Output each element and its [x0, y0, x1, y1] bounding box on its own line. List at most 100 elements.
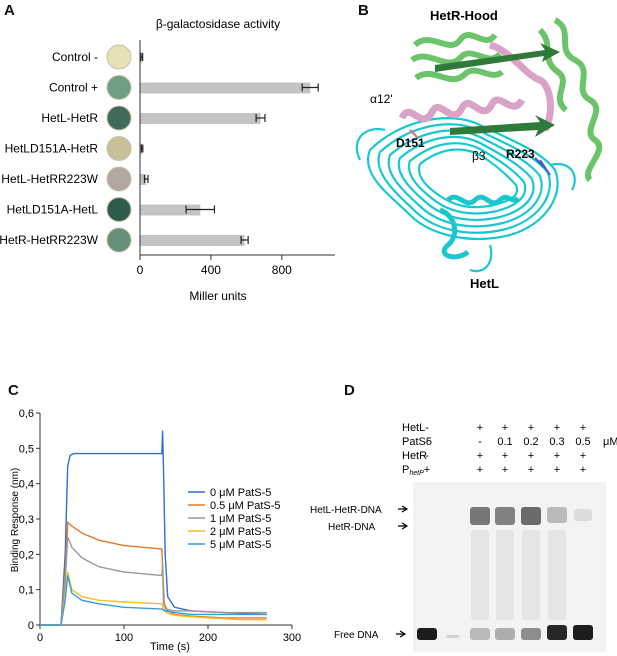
gel-shift-panel: HetL PatS5 HetR PhetP - - - + + - + + +0.1 + + +0.2… [310, 422, 617, 652]
lane-value: + [424, 464, 430, 476]
lane-value: + [477, 464, 483, 476]
row-label-pats5: PatS5 [402, 436, 432, 448]
panel-d-label: D [344, 382, 355, 399]
lane-value: + [580, 464, 586, 476]
gel-band [495, 628, 515, 640]
beta-sheet-strand [435, 43, 560, 72]
x-tick-label: 400 [201, 263, 221, 277]
series-line [40, 430, 267, 626]
colony-image [106, 75, 132, 100]
lane-value: + [580, 422, 586, 434]
legend-label: 0.5 μM PatS-5 [210, 500, 281, 512]
lane-value: - [425, 436, 429, 448]
chart-a-title: β-galactosidase activity [156, 17, 280, 31]
hetl-beta-helix [355, 117, 576, 273]
category-label: HetLD151A-HetL [7, 203, 99, 217]
row-label-phetp-main: P [402, 464, 409, 476]
lane-value: + [528, 464, 534, 476]
lane-value: + [477, 422, 483, 434]
y-tick-label: 0,1 [19, 585, 34, 597]
chart-c-ylabel: Binding Response (nm) [10, 468, 21, 573]
gel-band [547, 507, 567, 523]
category-label: HetL-HetR [41, 111, 98, 125]
bar [140, 235, 245, 246]
label-d151: D151 [396, 136, 425, 150]
protein-structure-image: HetR-Hood HetL α12' β3 D151 R223 [355, 8, 603, 291]
bar [140, 113, 261, 124]
y-tick-label: 0 [28, 620, 34, 632]
band-label-free-dna: Free DNA [334, 630, 379, 641]
y-tick-label: 0,2 [19, 549, 34, 561]
category-label: HetL-HetRR223W [1, 172, 98, 186]
lane-value: - [425, 422, 429, 434]
gel-band [446, 635, 460, 638]
colony-image [106, 136, 132, 161]
gel-band [495, 507, 515, 525]
beta3-strand [450, 115, 555, 137]
panel-a: A β-galactosidase activity Control - Cont… [0, 0, 340, 320]
colony-image [106, 166, 132, 192]
gel-band [573, 625, 593, 640]
label-hetr-hood: HetR-Hood [430, 8, 498, 23]
colony-image [106, 44, 132, 70]
panel-c: C 0 0,1 0,2 0,3 0,4 0,5 0,6 0 100 200 300 0 μM Pat… [0, 370, 310, 656]
row-label-phetp: PhetP [402, 464, 424, 477]
bar [140, 82, 311, 94]
gel-band [547, 625, 567, 640]
lane-value: + [528, 450, 534, 462]
arrow-free-dna-icon [396, 630, 407, 638]
gel-band [521, 628, 541, 640]
lane-value: 0.3 [549, 436, 564, 448]
y-tick-label: 0,3 [19, 514, 34, 526]
category-label: HetLD151A-HetR [5, 142, 99, 156]
arrow-hetr-dna-icon [398, 522, 409, 530]
panel-b: B [340, 0, 617, 320]
label-beta3: β3 [472, 149, 486, 163]
band-label-complex: HetL-HetR-DNA [310, 505, 382, 516]
gel-band [470, 628, 490, 640]
lane-value: + [554, 422, 560, 434]
lane-value: + [580, 450, 586, 462]
panel-d: D HetL PatS5 HetR PhetP - - - + + - + + +0.1 + + +0… [310, 370, 617, 656]
panel-a-label: A [4, 2, 15, 19]
lane-value: + [528, 422, 534, 434]
series-line [40, 536, 267, 626]
category-label: Control + [49, 81, 98, 95]
gel-band [471, 530, 489, 620]
label-hetl: HetL [470, 276, 499, 291]
category-label: HetR-HetRR223W [0, 233, 99, 247]
hetr-pink-helix [398, 41, 554, 132]
lane-value: + [502, 464, 508, 476]
legend-label: 0 μM PatS-5 [210, 487, 271, 499]
bar [140, 174, 147, 185]
lane-value: 0.5 [575, 436, 590, 448]
chart-a-xlabel: Miller units [189, 289, 246, 303]
colony-image [106, 105, 132, 131]
hetr-hood-helices [410, 17, 603, 183]
x-tick-label: 200 [199, 632, 217, 644]
lane-value: 0.2 [523, 436, 538, 448]
gel-band [470, 507, 490, 525]
legend-label: 2 μM PatS-5 [210, 526, 271, 538]
gel-band [496, 530, 514, 620]
hetl-helix [438, 194, 520, 260]
legend-label: 1 μM PatS-5 [210, 513, 271, 525]
lane-value: 0.1 [497, 436, 512, 448]
panel-b-label: B [358, 2, 369, 19]
line-chart-c: 0 0,1 0,2 0,3 0,4 0,5 0,6 0 100 200 300 0 μM PatS-… [10, 408, 301, 653]
unit-um: μM [603, 436, 617, 448]
gel-band [574, 509, 592, 521]
panel-c-label: C [8, 382, 19, 399]
x-tick-label: 800 [272, 263, 292, 277]
label-r223: R223 [506, 147, 535, 161]
row-label-phetp-sub: hetP [409, 470, 424, 477]
gel-band [522, 530, 540, 620]
lane-value: + [477, 450, 483, 462]
band-label-hetr-dna: HetR-DNA [328, 522, 376, 533]
bar-chart-a: β-galactosidase activity Control - Contro… [0, 17, 335, 303]
gel-band [548, 530, 566, 620]
y-tick-label: 0,6 [19, 408, 34, 420]
label-alpha12: α12' [370, 92, 393, 106]
colony-image [106, 227, 132, 253]
x-tick-label: 0 [37, 632, 43, 644]
